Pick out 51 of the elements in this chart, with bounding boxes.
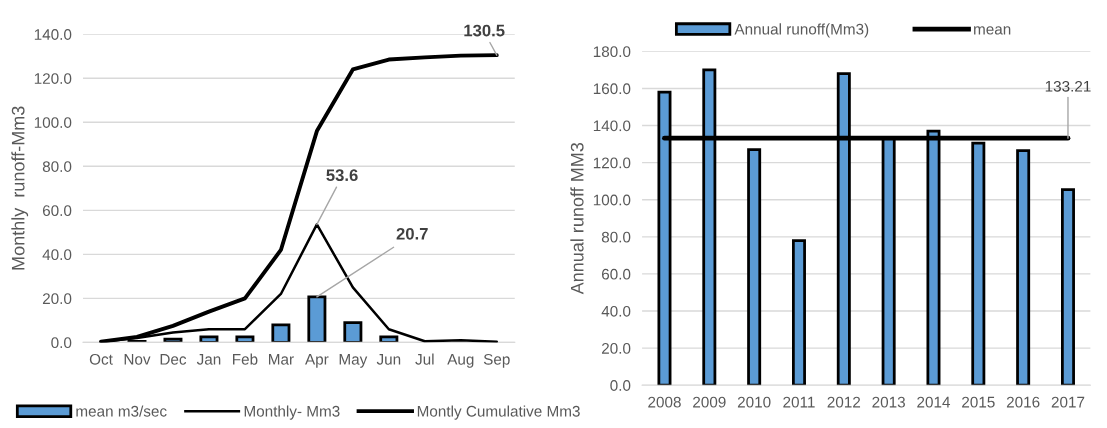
x-tick-label: Oct <box>89 353 113 365</box>
x-tick-label: 2011 <box>783 396 815 408</box>
y-tick-label: 0.0 <box>610 380 631 391</box>
y-tick-label: 140.0 <box>593 120 631 132</box>
x-tick-label: Apr <box>305 354 329 368</box>
x-tick-label: Jun <box>376 354 401 365</box>
legend-label: Monthly- Mm3 <box>244 405 340 420</box>
legend-label: mean <box>974 26 1011 35</box>
y-tick-label: 140.0 <box>34 29 72 40</box>
y-tick-label: 180.0 <box>593 46 631 58</box>
x-tick-label: 2013 <box>872 396 905 408</box>
y-axis-title: Annual runoff MM3 <box>570 142 584 295</box>
x-tick-label: May <box>339 354 368 368</box>
x-tick-label: Mar <box>269 354 294 365</box>
x-tick-label: 2017 <box>1051 396 1085 408</box>
x-tick-label: Nov <box>124 354 151 365</box>
x-tick-label: Jan <box>196 354 221 365</box>
x-tick-label: 2012 <box>827 396 861 408</box>
x-tick-label: 2008 <box>648 396 681 408</box>
data-label: 20.7 <box>396 227 428 240</box>
y-tick-label: 100.0 <box>34 117 72 128</box>
y-tick-label: 100.0 <box>593 194 631 206</box>
data-label: 130.5 <box>464 24 505 37</box>
x-tick-label: Jul <box>415 353 434 365</box>
x-tick-label: 2009 <box>693 396 726 408</box>
x-tick-label: 2016 <box>1006 396 1040 408</box>
x-tick-label: 2015 <box>962 396 995 408</box>
legend-label: Montly Cumulative Mm3 <box>417 405 580 420</box>
x-tick-label: 2010 <box>737 396 771 408</box>
y-tick-label: 60.0 <box>42 205 72 217</box>
y-tick-label: 160.0 <box>593 83 631 95</box>
x-tick-label: Feb <box>233 353 258 365</box>
legend-label: Annual runoff(Mm3) <box>734 23 869 38</box>
y-tick-label: 80.0 <box>42 161 72 172</box>
y-tick-label: 80.0 <box>601 231 631 243</box>
x-tick-label: Sep <box>483 353 510 368</box>
y-tick-label: 20.0 <box>42 293 72 305</box>
y-tick-label: 40.0 <box>42 249 72 261</box>
x-tick-label: Dec <box>160 354 187 365</box>
y-tick-label: 60.0 <box>601 268 631 280</box>
y-tick-label: 120.0 <box>34 73 72 84</box>
data-label: 133.21 <box>1045 80 1091 92</box>
y-axis-title: Monthly runoff-Mm3 <box>11 106 29 270</box>
y-tick-label: 120.0 <box>593 157 631 169</box>
data-label: 53.6 <box>326 169 358 182</box>
y-tick-label: 20.0 <box>601 342 631 354</box>
x-tick-label: Aug <box>447 354 474 368</box>
legend-label: mean m3/sec <box>76 405 167 417</box>
y-tick-label: 40.0 <box>601 305 631 317</box>
y-tick-label: 0.0 <box>51 337 72 349</box>
x-tick-label: 2014 <box>917 396 951 408</box>
